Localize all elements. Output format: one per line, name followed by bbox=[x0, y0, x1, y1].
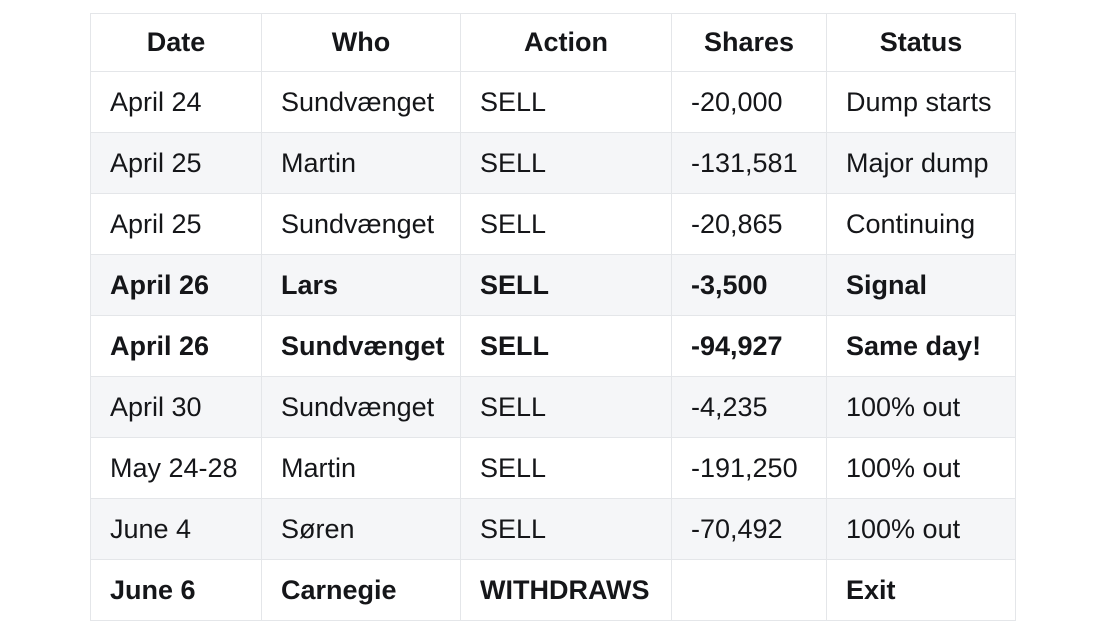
table-row: June 4 Søren SELL -70,492 100% out bbox=[90, 498, 1016, 560]
cell-status: Continuing bbox=[826, 193, 1016, 255]
table-row: April 26 Lars SELL -3,500 Signal bbox=[90, 254, 1016, 316]
cell-shares: -131,581 bbox=[671, 132, 827, 194]
cell-date: June 4 bbox=[90, 498, 262, 560]
cell-shares: -191,250 bbox=[671, 437, 827, 499]
table-row: April 26 Sundvænget SELL -94,927 Same day! bbox=[90, 315, 1016, 377]
cell-action: SELL bbox=[460, 315, 672, 377]
table-row: June 6 Carnegie WITHDRAWS Exit bbox=[90, 559, 1016, 621]
transactions-table: Date Who Action Shares Status April 24 Sundvæ… bbox=[90, 13, 1016, 621]
table-row: April 25 Martin SELL -131,581 Major dump bbox=[90, 132, 1016, 194]
cell-date: April 25 bbox=[90, 193, 262, 255]
cell-who: Martin bbox=[261, 437, 461, 499]
cell-action: SELL bbox=[460, 132, 672, 194]
cell-date: April 25 bbox=[90, 132, 262, 194]
cell-status: Signal bbox=[826, 254, 1016, 316]
transactions-table-container: Date Who Action Shares Status April 24 Sundvæ… bbox=[90, 13, 1016, 621]
cell-status: 100% out bbox=[826, 376, 1016, 438]
table-head: Date Who Action Shares Status bbox=[90, 13, 1016, 72]
table-row: April 30 Sundvænget SELL -4,235 100% out bbox=[90, 376, 1016, 438]
cell-action: SELL bbox=[460, 71, 672, 133]
column-header-shares: Shares bbox=[671, 13, 827, 72]
cell-date: April 26 bbox=[90, 254, 262, 316]
cell-date: June 6 bbox=[90, 559, 262, 621]
cell-shares: -3,500 bbox=[671, 254, 827, 316]
cell-action: SELL bbox=[460, 376, 672, 438]
cell-shares: -4,235 bbox=[671, 376, 827, 438]
cell-action: SELL bbox=[460, 437, 672, 499]
cell-status: Dump starts bbox=[826, 71, 1016, 133]
cell-date: April 26 bbox=[90, 315, 262, 377]
cell-who: Sundvænget bbox=[261, 315, 461, 377]
table-row: April 25 Sundvænget SELL -20,865 Continuing bbox=[90, 193, 1016, 255]
column-header-who: Who bbox=[261, 13, 461, 72]
cell-date: May 24-28 bbox=[90, 437, 262, 499]
cell-status: 100% out bbox=[826, 498, 1016, 560]
cell-action: WITHDRAWS bbox=[460, 559, 672, 621]
cell-action: SELL bbox=[460, 254, 672, 316]
table-row: April 24 Sundvænget SELL -20,000 Dump starts bbox=[90, 71, 1016, 133]
cell-action: SELL bbox=[460, 498, 672, 560]
cell-status: Same day! bbox=[826, 315, 1016, 377]
cell-who: Søren bbox=[261, 498, 461, 560]
cell-shares: -20,865 bbox=[671, 193, 827, 255]
cell-status: 100% out bbox=[826, 437, 1016, 499]
cell-who: Lars bbox=[261, 254, 461, 316]
cell-status: Exit bbox=[826, 559, 1016, 621]
cell-date: April 30 bbox=[90, 376, 262, 438]
table-body: April 24 Sundvænget SELL -20,000 Dump starts… bbox=[90, 71, 1016, 621]
table-row: May 24-28 Martin SELL -191,250 100% out bbox=[90, 437, 1016, 499]
cell-who: Sundvænget bbox=[261, 71, 461, 133]
column-header-action: Action bbox=[460, 13, 672, 72]
cell-status: Major dump bbox=[826, 132, 1016, 194]
cell-who: Carnegie bbox=[261, 559, 461, 621]
cell-shares bbox=[671, 559, 827, 621]
cell-shares: -94,927 bbox=[671, 315, 827, 377]
header-row: Date Who Action Shares Status bbox=[90, 13, 1016, 72]
cell-who: Martin bbox=[261, 132, 461, 194]
cell-action: SELL bbox=[460, 193, 672, 255]
cell-date: April 24 bbox=[90, 71, 262, 133]
cell-who: Sundvænget bbox=[261, 376, 461, 438]
cell-who: Sundvænget bbox=[261, 193, 461, 255]
cell-shares: -20,000 bbox=[671, 71, 827, 133]
cell-shares: -70,492 bbox=[671, 498, 827, 560]
column-header-date: Date bbox=[90, 13, 262, 72]
column-header-status: Status bbox=[826, 13, 1016, 72]
